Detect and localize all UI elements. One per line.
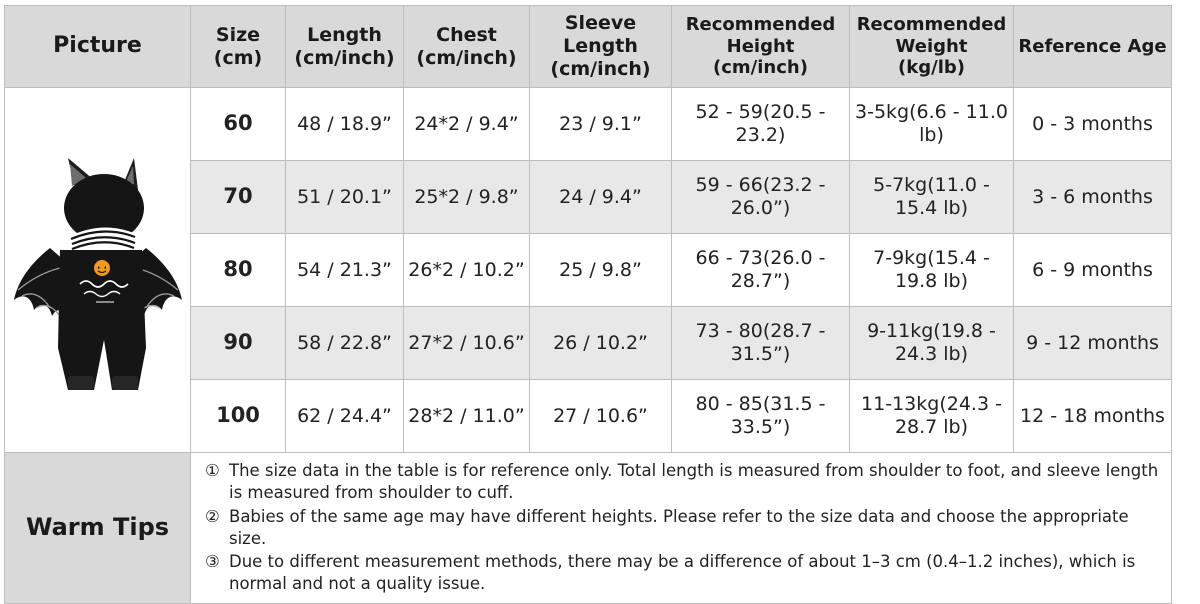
warm-tips-label: Warm Tips bbox=[4, 452, 191, 604]
height-cell: 80 - 85(31.5 - 33.5”) bbox=[671, 379, 850, 453]
header-recommended-weight: Recommended Weight (kg/lb) bbox=[849, 5, 1014, 88]
size-cell: 70 bbox=[190, 160, 286, 234]
size-cell: 80 bbox=[190, 233, 286, 307]
age-cell: 3 - 6 months bbox=[1013, 160, 1172, 234]
product-picture bbox=[4, 87, 191, 453]
sleeve-cell: 24 / 9.4” bbox=[529, 160, 672, 234]
header-recommended-height: Recommended Height (cm/inch) bbox=[671, 5, 850, 88]
weight-cell: 11-13kg(24.3 - 28.7 lb) bbox=[849, 379, 1014, 453]
length-cell: 62 / 24.4” bbox=[285, 379, 404, 453]
sleeve-cell: 25 / 9.8” bbox=[529, 233, 672, 307]
table-row: 100 62 / 24.4” 28*2 / 11.0” 27 / 10.6” 8… bbox=[5, 379, 1172, 453]
table-row: 80 54 / 21.3” 26*2 / 10.2” 25 / 9.8” 66 … bbox=[5, 233, 1172, 307]
table-row: 90 58 / 22.8” 27*2 / 10.6” 26 / 10.2” 73… bbox=[5, 306, 1172, 380]
height-cell: 66 - 73(26.0 - 28.7”) bbox=[671, 233, 850, 307]
size-cell: 90 bbox=[190, 306, 286, 380]
size-chart-table: Picture Size (cm) Length (cm/inch) Chest (c… bbox=[4, 5, 1172, 604]
weight-cell: 9-11kg(19.8 - 24.3 lb) bbox=[849, 306, 1014, 380]
weight-cell: 7-9kg(15.4 - 19.8 lb) bbox=[849, 233, 1014, 307]
bat-romper-illustration-icon bbox=[13, 158, 182, 390]
sleeve-cell: 26 / 10.2” bbox=[529, 306, 672, 380]
age-cell: 6 - 9 months bbox=[1013, 233, 1172, 307]
header-picture: Picture bbox=[4, 5, 191, 88]
chest-cell: 27*2 / 10.6” bbox=[403, 306, 530, 380]
table-row: 70 51 / 20.1” 25*2 / 9.8” 24 / 9.4” 59 -… bbox=[5, 160, 1172, 234]
header-size: Size (cm) bbox=[190, 5, 286, 88]
weight-cell: 5-7kg(11.0 - 15.4 lb) bbox=[849, 160, 1014, 234]
warm-tips-row: Warm Tips ① The size data in the table is… bbox=[4, 452, 1172, 604]
sleeve-cell: 23 / 9.1” bbox=[529, 87, 672, 161]
height-cell: 52 - 59(20.5 - 23.2) bbox=[671, 87, 850, 161]
table-row: 60 48 / 18.9” 24*2 / 9.4” 23 / 9.1” 52 -… bbox=[4, 87, 1172, 453]
tip-item: ② Babies of the same age may have differe… bbox=[205, 506, 1129, 548]
length-cell: 51 / 20.1” bbox=[285, 160, 404, 234]
length-cell: 48 / 18.9” bbox=[285, 87, 404, 161]
header-row: Picture Size (cm) Length (cm/inch) Chest (c… bbox=[4, 5, 1172, 88]
tip-item: ③ Due to different measurement methods, t… bbox=[205, 552, 1136, 594]
chest-cell: 24*2 / 9.4” bbox=[403, 87, 530, 161]
size-cell: 60 bbox=[190, 87, 286, 161]
header-chest: Chest (cm/inch) bbox=[403, 5, 530, 88]
size-cell: 100 bbox=[190, 379, 286, 453]
chest-cell: 26*2 / 10.2” bbox=[403, 233, 530, 307]
chest-cell: 25*2 / 9.8” bbox=[403, 160, 530, 234]
length-cell: 54 / 21.3” bbox=[285, 233, 404, 307]
warm-tips-body: ① The size data in the table is for refer… bbox=[190, 452, 1172, 604]
age-cell: 9 - 12 months bbox=[1013, 306, 1172, 380]
age-cell: 12 - 18 months bbox=[1013, 379, 1172, 453]
height-cell: 59 - 66(23.2 - 26.0”) bbox=[671, 160, 850, 234]
weight-cell: 3-5kg(6.6 - 11.0 lb) bbox=[849, 87, 1014, 161]
sleeve-cell: 27 / 10.6” bbox=[529, 379, 672, 453]
height-cell: 73 - 80(28.7 - 31.5”) bbox=[671, 306, 850, 380]
chest-cell: 28*2 / 11.0” bbox=[403, 379, 530, 453]
age-cell: 0 - 3 months bbox=[1013, 87, 1172, 161]
header-reference-age: Reference Age bbox=[1013, 5, 1172, 88]
tip-item: ① The size data in the table is for refer… bbox=[205, 461, 1159, 503]
header-sleeve-length: Sleeve Length (cm/inch) bbox=[529, 5, 672, 88]
length-cell: 58 / 22.8” bbox=[285, 306, 404, 380]
header-length: Length (cm/inch) bbox=[285, 5, 404, 88]
